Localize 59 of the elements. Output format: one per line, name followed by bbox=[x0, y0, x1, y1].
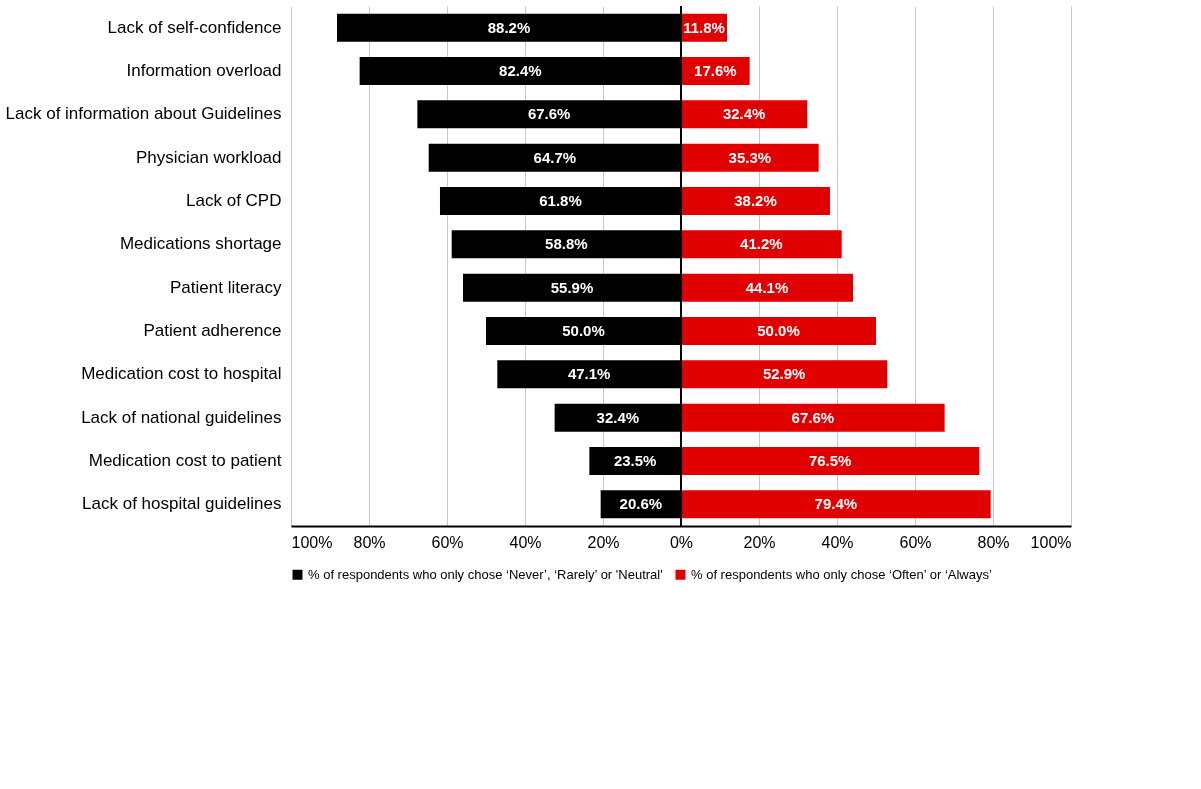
data-label: 50.0% bbox=[757, 322, 800, 339]
bar bbox=[681, 490, 991, 519]
data-label: 55.9% bbox=[550, 278, 594, 296]
data-label: 67.6% bbox=[791, 408, 835, 426]
y-tick-label: Lack of national guidelines bbox=[81, 407, 282, 427]
data-label: 38.2% bbox=[734, 192, 777, 209]
legend-label: % of respondents who only chose ‘Often’ or ‘Always’ bbox=[691, 566, 992, 582]
data-label: 61.8% bbox=[539, 192, 582, 209]
data-label: 11.8% bbox=[683, 18, 725, 36]
bar bbox=[681, 447, 980, 475]
data-label: 52.9% bbox=[762, 365, 806, 383]
x-tick-label: 100% bbox=[291, 533, 333, 551]
data-label: 41.2% bbox=[740, 235, 783, 253]
data-label: 47.1% bbox=[567, 365, 611, 383]
data-label: 88.2% bbox=[487, 18, 531, 36]
x-tick-label: 40% bbox=[509, 533, 542, 551]
bar bbox=[681, 360, 888, 389]
x-tick-label: 20% bbox=[587, 533, 620, 551]
x-tick-label: 60% bbox=[899, 533, 932, 551]
bar bbox=[681, 100, 808, 129]
x-tick-label: 80% bbox=[353, 533, 386, 551]
y-tick-label: Lack of self-confidence bbox=[107, 17, 282, 37]
y-tick-label: Medication cost to hospital bbox=[81, 364, 282, 384]
data-label: 20.6% bbox=[619, 495, 663, 513]
x-tick-label: 60% bbox=[431, 533, 464, 551]
bar bbox=[681, 317, 876, 345]
data-label: 64.7% bbox=[533, 148, 577, 166]
data-label: 58.8% bbox=[545, 235, 588, 253]
data-label: 82.4% bbox=[499, 62, 542, 79]
y-tick-label: Lack of hospital guidelines bbox=[82, 494, 282, 514]
legend-label: % of respondents who only chose ‘Never’, ‘Rarely’ or 'Neutral' bbox=[308, 566, 663, 582]
bar bbox=[681, 403, 945, 432]
y-tick-label: Patient literacy bbox=[170, 277, 282, 297]
y-tick-label: Physician workload bbox=[135, 147, 282, 167]
bar bbox=[681, 143, 819, 172]
data-label: 32.4% bbox=[596, 408, 640, 426]
data-label: 50.0% bbox=[562, 322, 605, 339]
bar bbox=[681, 273, 853, 302]
y-tick-label: Information overload bbox=[126, 61, 282, 80]
x-tick-label: 80% bbox=[977, 533, 1010, 551]
x-tick-label: 20% bbox=[743, 533, 776, 551]
y-tick-label: Medication cost to patient bbox=[88, 451, 282, 470]
y-tick-label: Medications shortage bbox=[119, 234, 282, 254]
y-tick-label: Lack of CPD bbox=[186, 191, 282, 210]
data-label: 35.3% bbox=[728, 148, 772, 166]
data-label: 79.4% bbox=[814, 495, 858, 513]
y-tick-label: Lack of information about Guidelines bbox=[5, 104, 282, 124]
bar bbox=[681, 187, 830, 215]
data-label: 67.6% bbox=[527, 105, 571, 123]
x-tick-label: 0% bbox=[669, 533, 694, 551]
data-label: 17.6% bbox=[694, 62, 737, 79]
data-label: 44.1% bbox=[745, 278, 789, 296]
x-tick-label: 40% bbox=[821, 533, 854, 551]
data-label: 32.4% bbox=[722, 105, 766, 123]
bar bbox=[681, 230, 842, 259]
data-label: 76.5% bbox=[808, 452, 852, 469]
x-tick-label: 100% bbox=[1030, 533, 1072, 551]
y-tick-label: Patient adherence bbox=[143, 321, 282, 340]
data-label: 23.5% bbox=[613, 452, 657, 469]
